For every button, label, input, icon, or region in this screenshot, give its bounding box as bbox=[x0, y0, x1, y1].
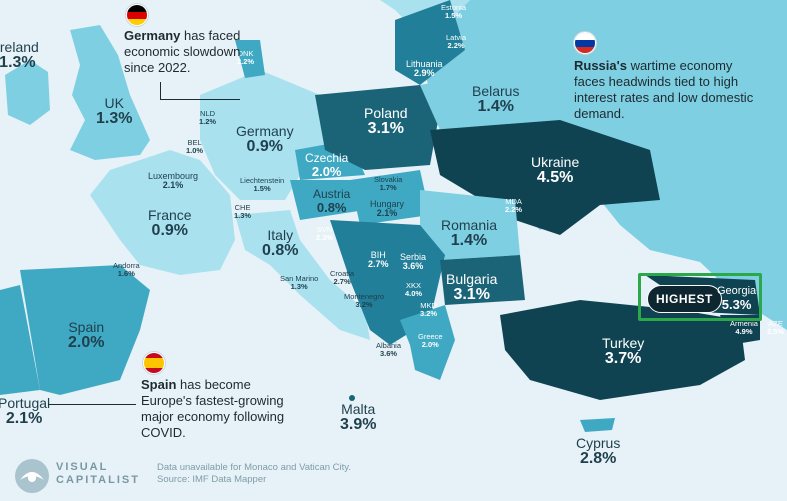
germany-flag-stripe-mid bbox=[127, 12, 147, 19]
portugal-region bbox=[0, 285, 40, 395]
label-bel: BEL 1.0% bbox=[186, 138, 204, 155]
greece-region bbox=[400, 305, 455, 380]
russia-flag-icon bbox=[574, 32, 596, 54]
spain-flag-stripe-top bbox=[144, 353, 164, 358]
label-xkx: XKX 4.0% bbox=[405, 281, 423, 298]
romania-region bbox=[420, 190, 520, 260]
cyprus-region bbox=[580, 418, 615, 432]
label-slovakia: Slovakia 1.7% bbox=[374, 175, 403, 192]
bulgaria-region bbox=[440, 255, 525, 305]
label-dnk: DNK 2.2% bbox=[237, 49, 255, 66]
label-cyprus: Cyprus 2.8% bbox=[576, 435, 621, 467]
label-portugal: Portugal 2.1% bbox=[0, 395, 51, 427]
label-malta: Malta 3.9% bbox=[340, 401, 377, 433]
label-bulgaria: Bulgaria 3.1% bbox=[446, 271, 498, 303]
russia-note: Russia's wartime economy faces headwinds… bbox=[574, 58, 754, 121]
belarus-region bbox=[420, 70, 530, 135]
label-svn: SVN 2.3% bbox=[316, 225, 334, 242]
label-turkey: Turkey 3.7% bbox=[602, 335, 645, 367]
label-poland: Poland 3.1% bbox=[364, 105, 408, 137]
ireland-region bbox=[5, 60, 50, 125]
label-luxembourg: Luxembourg 2.1% bbox=[148, 171, 199, 191]
visual-capitalist-logo-icon bbox=[15, 459, 49, 493]
russia-flag-stripe-bottom bbox=[575, 47, 595, 53]
label-germany: Germany 0.9% bbox=[236, 123, 294, 155]
label-france: France 0.9% bbox=[148, 207, 192, 239]
spain-note-leader bbox=[48, 404, 136, 406]
label-nld: NLD 1.2% bbox=[199, 109, 217, 126]
label-albania: Albania 3.6% bbox=[376, 341, 402, 358]
germany-flag-stripe-bottom bbox=[127, 19, 147, 25]
balkans-region bbox=[330, 220, 445, 345]
germany-flag-icon bbox=[126, 4, 148, 26]
label-hungary: Hungary 2.1% bbox=[370, 199, 405, 219]
label-san-marino: San Marino 1.3% bbox=[280, 274, 319, 291]
highest-highlight: HIGHEST Georgia 5.3% bbox=[638, 273, 762, 321]
label-romania: Romania 1.4% bbox=[441, 217, 498, 249]
spain-flag-stripe-mid bbox=[144, 358, 164, 368]
uk-region bbox=[70, 25, 150, 160]
hungary-region bbox=[350, 170, 430, 225]
label-croatia: Croatia 2.7% bbox=[330, 269, 355, 286]
label-uk: UK 1.3% bbox=[96, 95, 133, 127]
italy-region bbox=[235, 210, 370, 340]
label-greece: Greece 2.0% bbox=[418, 332, 443, 349]
poland-region bbox=[315, 85, 440, 170]
label-ukraine: Ukraine 4.5% bbox=[531, 154, 580, 186]
source-note: Data unavailable for Monaco and Vatican … bbox=[157, 462, 351, 485]
label-spain: Spain 2.0% bbox=[68, 319, 105, 351]
label-andorra: Andorra 1.6% bbox=[113, 261, 140, 278]
label-georgia: Georgia 5.3% bbox=[717, 285, 757, 312]
spain-flag-icon bbox=[143, 352, 165, 374]
brand-name: VISUAL CAPITALIST bbox=[56, 461, 140, 486]
turkey-region bbox=[500, 300, 745, 400]
label-bih: BIH 2.7% bbox=[368, 250, 389, 270]
france-region bbox=[90, 150, 235, 275]
germany-region bbox=[200, 70, 325, 200]
spain-note: Spain has become Europe's fastest-growin… bbox=[141, 377, 285, 440]
label-ireland: Ireland 1.3% bbox=[0, 39, 39, 71]
label-liechtenstein: Liechtenstein 1.5% bbox=[240, 176, 285, 193]
label-mkd: MKD 3.2% bbox=[420, 301, 438, 318]
label-estonia: Estonia 1.5% bbox=[441, 3, 467, 20]
label-mda: MDA 2.2% bbox=[505, 197, 523, 214]
label-czechia: Czechia 2.0% bbox=[305, 151, 349, 179]
label-austria: Austria 0.8% bbox=[313, 187, 351, 215]
spain-region bbox=[20, 265, 150, 395]
russia-flag-stripe-mid bbox=[575, 40, 595, 47]
spain-flag-stripe-bottom bbox=[144, 368, 164, 373]
armenia-region bbox=[720, 315, 760, 345]
label-aze: AZE 2.5% bbox=[767, 319, 785, 336]
label-che: CHE 1.3% bbox=[234, 203, 252, 220]
malta-region bbox=[349, 395, 355, 401]
germany-note: Germany has faced economic slowdown sinc… bbox=[124, 28, 241, 75]
germany-note-leader bbox=[160, 82, 162, 100]
label-montenegro: Montenegro 3.2% bbox=[344, 292, 385, 309]
label-serbia: Serbia 3.6% bbox=[400, 252, 427, 272]
germany-flag-stripe-top bbox=[127, 5, 147, 12]
austria-region bbox=[290, 180, 365, 220]
dnk-region bbox=[235, 40, 265, 78]
highest-badge: HIGHEST bbox=[647, 285, 722, 313]
russia-flag-stripe-top bbox=[575, 33, 595, 40]
germany-note-leader-h bbox=[160, 99, 240, 101]
label-latvia: Latvia 2.2% bbox=[446, 33, 467, 50]
label-italy: Italy 0.8% bbox=[262, 227, 299, 259]
label-lithuania: Lithuania 2.9% bbox=[406, 59, 443, 79]
label-armenia: Armenia 4.9% bbox=[730, 319, 758, 336]
label-belarus: Belarus 1.4% bbox=[472, 83, 520, 115]
ukraine-region bbox=[430, 120, 660, 235]
baltics-region bbox=[395, 0, 465, 85]
